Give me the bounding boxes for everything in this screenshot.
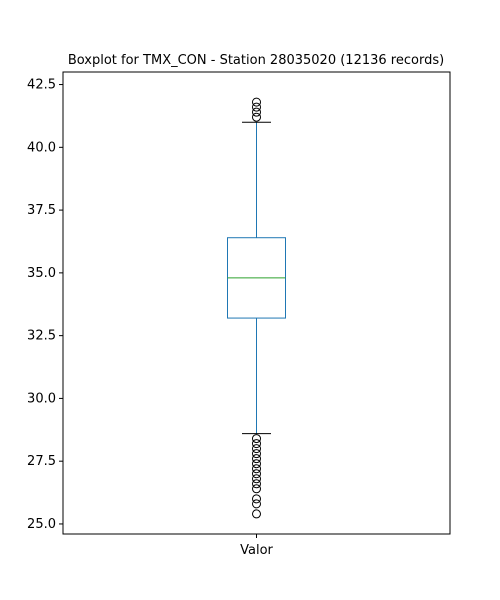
outlier-point — [252, 459, 261, 469]
outlier-point — [252, 479, 261, 489]
outlier-point — [252, 494, 261, 504]
outlier-point — [252, 439, 261, 449]
y-tick-label: 25.0 — [27, 517, 56, 532]
y-tick-label: 27.5 — [27, 454, 56, 469]
outlier-point — [252, 102, 261, 112]
outlier-point — [252, 449, 261, 459]
outlier-point — [252, 499, 261, 509]
y-tick-label: 42.5 — [27, 78, 56, 93]
outlier-point — [252, 464, 261, 474]
y-tick-label: 37.5 — [27, 203, 56, 218]
y-tick-label: 30.0 — [27, 391, 56, 406]
x-axis: Valor — [240, 534, 274, 558]
outlier-point — [252, 444, 261, 454]
outlier-point — [252, 474, 261, 484]
outlier-point — [252, 469, 261, 479]
outlier-point — [252, 97, 261, 107]
plot-marks — [227, 97, 286, 519]
outlier-point — [252, 434, 261, 444]
y-tick-label: 35.0 — [27, 266, 56, 281]
chart-title: Boxplot for TMX_CON - Station 28035020 (… — [68, 53, 444, 68]
outlier-point — [252, 454, 261, 464]
outlier-point — [252, 107, 261, 117]
y-tick-label: 40.0 — [27, 140, 56, 155]
outlier-point — [252, 112, 261, 122]
x-tick-label: Valor — [240, 543, 273, 558]
outlier-point — [252, 484, 261, 494]
y-axis: 25.0 27.5 30.0 32.5 35.0 37.5 40.0 42.5 — [27, 78, 63, 532]
outlier-point — [252, 509, 261, 519]
y-tick-label: 32.5 — [27, 329, 56, 344]
